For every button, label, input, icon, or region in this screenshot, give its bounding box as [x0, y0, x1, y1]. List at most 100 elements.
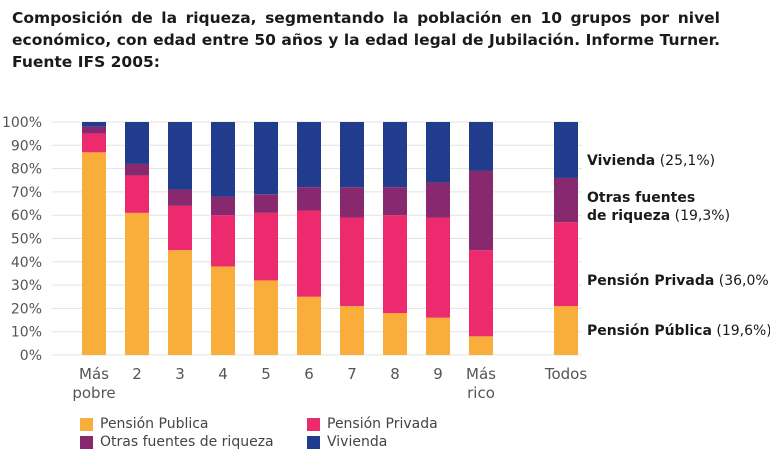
y-tick-label: 10%: [11, 325, 42, 341]
bar-segment-vivienda: [426, 122, 450, 183]
bar-stack: [211, 122, 235, 355]
legend-swatch-otras: [80, 435, 93, 449]
bar-segment-publica: [340, 306, 364, 355]
x-tick-label: 9: [433, 365, 443, 383]
x-tick-label: 6: [304, 365, 314, 383]
legend-item-publica: Pensión Publica: [80, 416, 209, 432]
y-tick-label: 30%: [11, 278, 42, 294]
legend-swatch-publica: [80, 417, 93, 431]
y-tick-label: 60%: [11, 208, 42, 224]
x-tick-label: 3: [175, 365, 185, 383]
bar-segment-otras: [383, 187, 407, 216]
legend-swatch-privada: [307, 417, 320, 431]
bar-segment-vivienda: [469, 122, 493, 171]
bar-segment-privada: [254, 212, 278, 281]
x-tick-label: Más rico: [466, 365, 496, 402]
y-axis-ticks: 0% 10% 20% 30% 40% 50% 60% 70% 80% 90% 100%: [2, 115, 42, 364]
bar-segment-publica: [168, 250, 192, 355]
bar-segment-vivienda: [82, 122, 106, 127]
bar-segment-privada: [168, 205, 192, 251]
bar-segment-vivienda: [168, 122, 192, 190]
y-tick-label: 0%: [20, 348, 42, 364]
bar-segment-otras: [82, 126, 106, 134]
bar-segment-publica: [125, 212, 149, 355]
bar-segment-privada: [554, 222, 578, 307]
bar-segment-vivienda: [211, 122, 235, 197]
bar-segment-otras: [340, 187, 364, 218]
x-tick-label: 2: [132, 365, 142, 383]
bar-segment-otras: [469, 170, 493, 251]
bar-segment-publica: [297, 296, 321, 355]
x-tick-label: Todos: [544, 365, 587, 383]
x-tick-label: 5: [261, 365, 271, 383]
bars: [82, 122, 578, 355]
annotation-vivienda: Vivienda (25,1%): [587, 153, 715, 169]
annotation-privada: Pensión Privada (36,0%): [587, 273, 770, 289]
bar-segment-privada: [426, 217, 450, 318]
legend-label-vivienda: Vivienda: [327, 434, 388, 450]
x-tick-label: Más pobre: [72, 365, 115, 402]
x-axis-ticks: Más pobre 2 3 4 5 6 7 8 9 Más rico Todos: [72, 365, 587, 402]
bar-stack: [254, 122, 278, 355]
bar-segment-privada: [211, 215, 235, 267]
bar-segment-publica: [426, 317, 450, 355]
bar-segment-otras: [297, 187, 321, 211]
bar-segment-privada: [469, 250, 493, 337]
bar-segment-publica: [211, 266, 235, 355]
chart-title: Composición de la riqueza, segmentando l…: [12, 9, 720, 71]
legend-swatch-vivienda: [307, 435, 320, 449]
bar-segment-otras: [554, 177, 578, 223]
x-tick-label: 8: [390, 365, 400, 383]
series-annotations: Vivienda (25,1%) Otras fuentes de riqueza …: [587, 153, 770, 339]
bar-segment-privada: [125, 175, 149, 213]
bar-stack: [554, 122, 578, 355]
y-tick-label: 40%: [11, 255, 42, 271]
bar-segment-otras: [168, 189, 192, 206]
bar-segment-vivienda: [340, 122, 364, 188]
x-tick-label: 4: [218, 365, 228, 383]
bar-stack: [125, 122, 149, 355]
legend-item-vivienda: Vivienda: [307, 434, 387, 450]
bar-segment-publica: [554, 306, 578, 355]
annotation-otras: Otras fuentes: [587, 190, 695, 206]
y-tick-label: 70%: [11, 185, 42, 201]
legend-label-otras: Otras fuentes de riqueza: [100, 434, 274, 450]
bar-segment-otras: [426, 182, 450, 218]
bar-segment-privada: [82, 133, 106, 153]
bar-stack: [168, 122, 192, 355]
y-tick-label: 100%: [2, 115, 42, 131]
bar-segment-otras: [125, 163, 149, 176]
bar-segment-vivienda: [383, 122, 407, 188]
bar-segment-privada: [340, 217, 364, 307]
legend-label-publica: Pensión Publica: [100, 416, 209, 432]
bar-stack: [383, 122, 407, 355]
annotation-otras-line2: de riqueza (19,3%): [587, 208, 730, 224]
bar-segment-vivienda: [297, 122, 321, 188]
bar-segment-otras: [211, 196, 235, 216]
bar-stack: [82, 122, 106, 355]
bar-segment-publica: [254, 280, 278, 355]
y-tick-label: 90%: [11, 138, 42, 154]
x-tick-label: 7: [347, 365, 357, 383]
bar-segment-publica: [82, 152, 106, 355]
bar-stack: [340, 122, 364, 355]
y-tick-label: 50%: [11, 232, 42, 248]
bar-segment-privada: [383, 215, 407, 314]
y-tick-label: 20%: [11, 301, 42, 317]
bar-segment-vivienda: [125, 122, 149, 164]
bar-segment-publica: [383, 313, 407, 355]
legend-item-privada: Pensión Privada: [307, 416, 438, 432]
bar-stack: [297, 122, 321, 355]
bar-stack: [469, 122, 493, 355]
annotation-publica: Pensión Pública (19,6%): [587, 323, 770, 339]
bar-segment-privada: [297, 210, 321, 297]
bar-segment-publica: [469, 336, 493, 355]
legend-label-privada: Pensión Privada: [327, 416, 438, 432]
bar-segment-vivienda: [554, 122, 578, 178]
bar-segment-vivienda: [254, 122, 278, 195]
bar-segment-otras: [254, 194, 278, 213]
bar-stack: [426, 122, 450, 355]
y-tick-label: 80%: [11, 162, 42, 178]
legend-item-otras: Otras fuentes de riqueza: [80, 434, 274, 450]
